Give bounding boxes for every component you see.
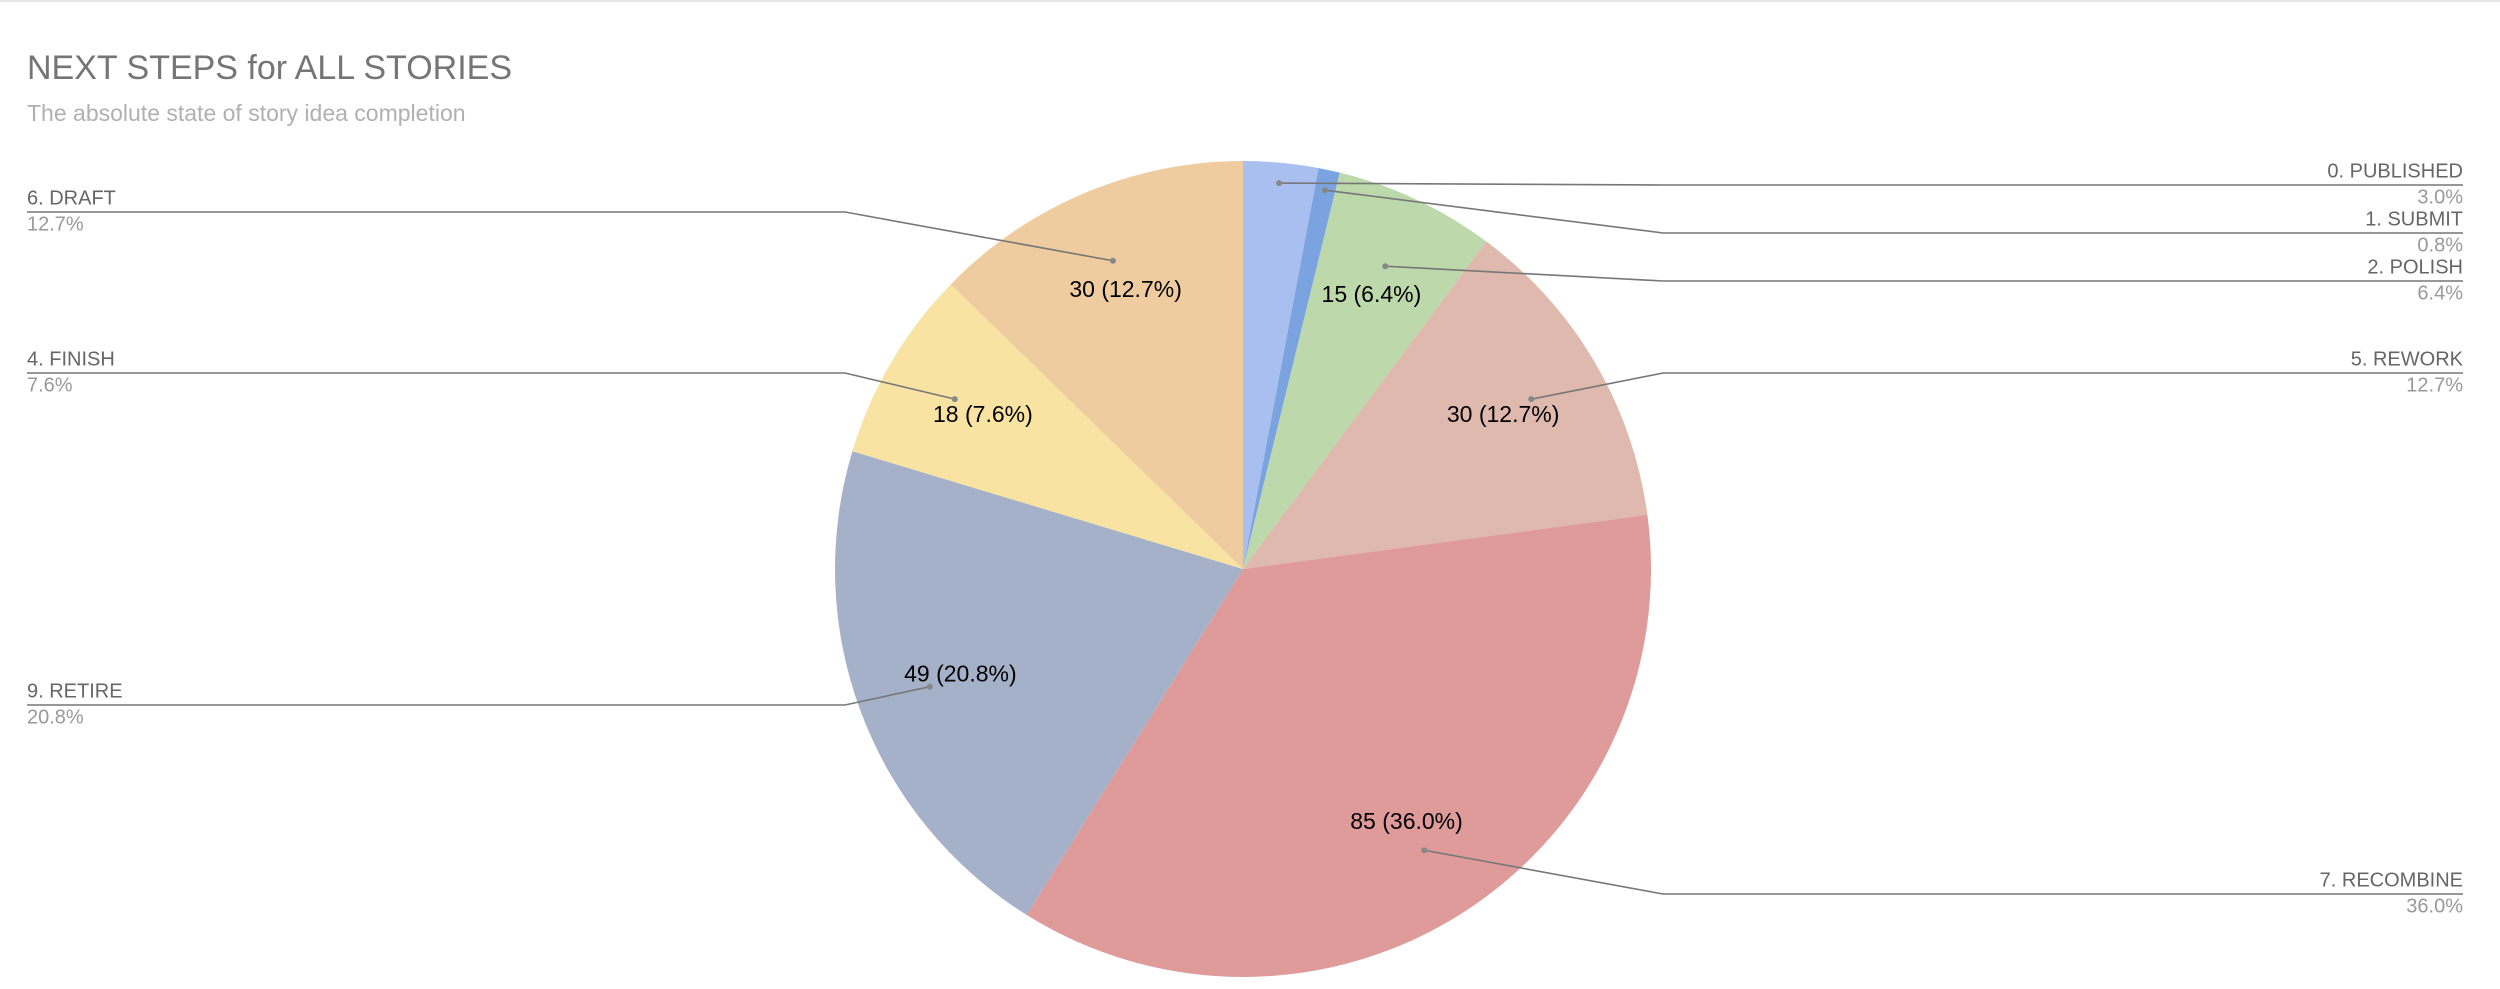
- slice-label: 15 (6.4%): [1322, 281, 1422, 307]
- legend-label: 0. PUBLISHED: [2327, 160, 2463, 182]
- pie-slice: [1243, 168, 1340, 569]
- leader-dot: [1109, 257, 1116, 264]
- leader-dot: [1382, 263, 1389, 270]
- slice-label: 18 (7.6%): [933, 401, 1033, 427]
- chart-title: NEXT STEPS for ALL STORIES: [27, 49, 512, 87]
- percent-label: 36.0%: [2406, 895, 2463, 917]
- pie-slice: [1243, 172, 1487, 569]
- pie-slice: [1243, 241, 1648, 569]
- percent-label: 7.6%: [27, 374, 73, 396]
- leader-dot: [1321, 187, 1328, 194]
- leader-line: [1385, 265, 2463, 282]
- pie-slice: [1243, 161, 1319, 569]
- leader-dot: [1528, 396, 1535, 403]
- pie-slice: [950, 161, 1243, 569]
- percent-label: 12.7%: [27, 213, 84, 235]
- leader-line: [27, 372, 955, 400]
- legend-label: 6. DRAFT: [27, 187, 116, 209]
- percent-label: 3.0%: [2417, 186, 2463, 208]
- leader-line: [1531, 372, 2463, 400]
- leader-line: [1279, 182, 2463, 186]
- legend-label: 2. POLISH: [2367, 256, 2463, 278]
- slice-label: 49 (20.8%): [904, 660, 1017, 686]
- pie-slice: [852, 284, 1243, 569]
- leader-dot: [926, 683, 933, 690]
- slice-label: 30 (12.7%): [1447, 401, 1560, 427]
- leader-line: [1324, 189, 2463, 234]
- legend-label: 4. FINISH: [27, 348, 115, 370]
- pie-slice: [834, 451, 1243, 915]
- slice-label: 30 (12.7%): [1069, 276, 1182, 302]
- leader-line: [27, 685, 930, 706]
- slice-label: 85 (36.0%): [1350, 808, 1463, 834]
- leader-dot: [951, 396, 958, 403]
- percent-label: 20.8%: [27, 706, 84, 728]
- leader-dot: [1421, 847, 1428, 854]
- percent-label: 0.8%: [2417, 234, 2463, 256]
- pie-slice: [1026, 514, 1651, 978]
- percent-label: 6.4%: [2417, 282, 2463, 304]
- legend-label: 9. RETIRE: [27, 680, 123, 702]
- leader-line: [1424, 849, 2463, 895]
- legend-label: 1. SUBMIT: [2365, 208, 2463, 230]
- leader-dot: [1276, 180, 1283, 187]
- leader-line: [27, 211, 1114, 262]
- chart-subtitle: The absolute state of story idea complet…: [27, 100, 466, 126]
- legend-label: 5. REWORK: [2351, 348, 2464, 370]
- legend-label: 7. RECOMBINE: [2320, 869, 2463, 891]
- percent-label: 12.7%: [2406, 374, 2463, 396]
